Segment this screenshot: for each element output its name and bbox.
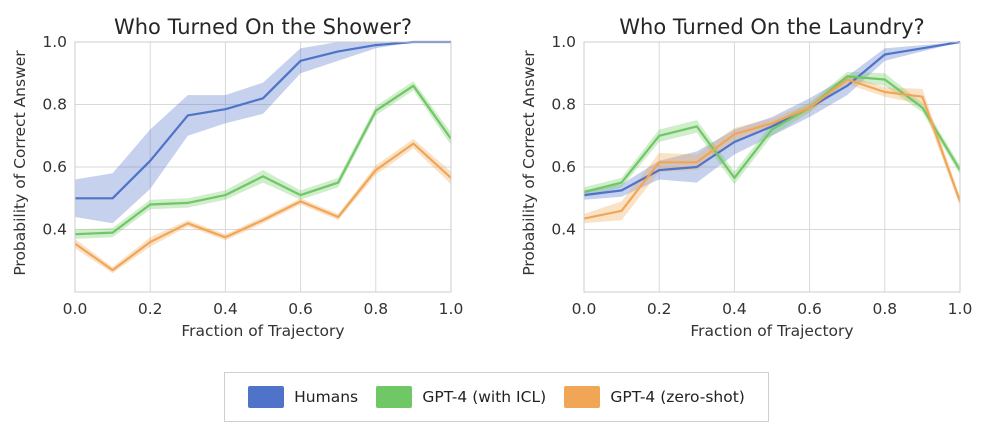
y-tick-label: 0.8 <box>551 96 576 114</box>
x-tick-label: 0.4 <box>213 300 238 318</box>
x-tick-label: 0.2 <box>138 300 163 318</box>
x-tick-label: 0.8 <box>363 300 388 318</box>
legend-swatch-gpt4-icl <box>376 386 413 408</box>
series-line-gpt-4-with-icl <box>75 84 451 236</box>
legend-item-humans: Humans <box>248 386 358 408</box>
plot-frame <box>583 41 961 293</box>
x-axis-label: Fraction of Trajectory <box>690 322 853 340</box>
y-axis-label: Probability of Correct Answer <box>520 50 538 276</box>
confidence-band-gpt-4-with-icl <box>584 71 960 197</box>
y-tick-label: 0.4 <box>42 221 67 239</box>
confidence-band-gpt-4-with-icl <box>75 81 451 239</box>
confidence-band-humans <box>75 42 451 224</box>
y-tick-label: 0.6 <box>42 158 67 176</box>
x-tick-label: 1.0 <box>948 300 973 318</box>
legend-item-gpt4-zero-shot: GPT-4 (zero-shot) <box>564 386 745 408</box>
x-tick-label: 0.6 <box>797 300 822 318</box>
legend-item-gpt4-icl: GPT-4 (with ICL) <box>376 386 546 408</box>
legend-label-gpt4-icl: GPT-4 (with ICL) <box>422 388 547 406</box>
chart-panel-2: 0.0 0.2 0.4 0.6 0.8 1.0 0.4 0.6 0.8 1.0 Who Turned… <box>520 15 972 340</box>
charts-figure: 0.0 0.2 0.4 0.6 0.8 1.0 0.4 0.6 0.8 1.0 Who Turned… <box>11 15 972 340</box>
confidence-band-gpt-4-zero-shot <box>584 74 960 224</box>
x-tick-label: 0.8 <box>872 300 897 318</box>
legend-swatch-gpt4-zero-shot <box>564 386 601 408</box>
y-axis-label: Probability of Correct Answer <box>11 50 29 276</box>
y-tick-label: 1.0 <box>551 33 576 51</box>
series-line-gpt-4-zero-shot <box>75 142 451 272</box>
x-tick-label: 0.0 <box>63 300 88 318</box>
series-line-gpt-4-zero-shot <box>584 78 960 220</box>
x-axis-label: Fraction of Trajectory <box>181 322 344 340</box>
x-tick-label: 0.0 <box>572 300 597 318</box>
x-tick-label: 0.4 <box>722 300 747 318</box>
legend-label-humans: Humans <box>294 388 359 406</box>
series-line-humans <box>75 40 451 200</box>
y-tick-label: 0.4 <box>551 221 576 239</box>
confidence-band-humans <box>584 42 960 200</box>
chart-panel-1: 0.0 0.2 0.4 0.6 0.8 1.0 0.4 0.6 0.8 1.0 Who Turned… <box>11 15 463 340</box>
x-tick-label: 1.0 <box>439 300 464 318</box>
legend-label-gpt4-zero-shot: GPT-4 (zero-shot) <box>610 388 745 406</box>
legend-swatch-humans <box>248 386 285 408</box>
x-tick-label: 0.6 <box>288 300 313 318</box>
y-tick-label: 0.6 <box>551 158 576 176</box>
chart-title: Who Turned On the Shower? <box>114 15 412 39</box>
x-tick-label: 0.2 <box>647 300 672 318</box>
series-line-gpt-4-with-icl <box>584 75 960 194</box>
chart-title: Who Turned On the Laundry? <box>619 15 924 39</box>
plot-frame <box>74 41 452 293</box>
legend: Humans GPT-4 (with ICL) GPT-4 (zero-shot… <box>224 372 769 422</box>
y-tick-label: 1.0 <box>42 33 67 51</box>
y-tick-label: 0.8 <box>42 96 67 114</box>
